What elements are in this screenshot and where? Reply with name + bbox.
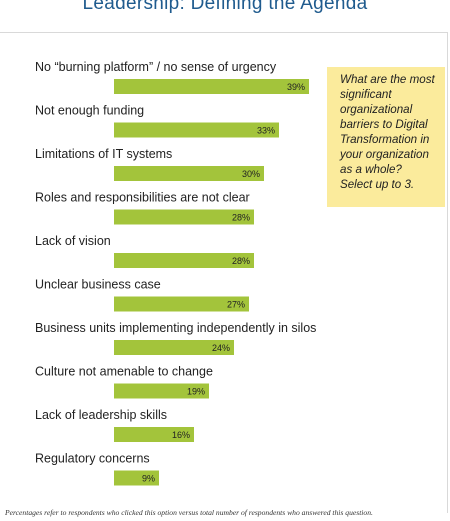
value-label: 28% [232,213,250,223]
bar [114,166,264,181]
value-label: 27% [227,300,245,310]
category-label: Lack of leadership skills [35,408,167,422]
category-label: Business units implementing independentl… [35,321,316,335]
value-label: 28% [232,256,250,266]
chart-frame [0,32,448,513]
bar [114,383,209,399]
chart-title: Leadership: Defining the Agenda [82,0,368,14]
bar [114,79,309,94]
bar [114,340,234,355]
value-label: 19% [187,387,205,397]
category-label: Roles and responsibilities are not clear [35,191,250,205]
value-label: 39% [287,82,305,92]
bar [114,427,194,442]
bar [114,296,249,312]
value-label: 9% [142,474,155,484]
value-label: 30% [242,169,260,179]
footnote: Percentages refer to respondents who cli… [5,508,373,517]
bar [114,122,279,138]
question-note: What are the most significant organizati… [327,67,445,207]
category-label: Unclear business case [35,278,161,292]
category-label: Limitations of IT systems [35,147,172,161]
bar [114,470,159,486]
value-label: 24% [212,343,230,353]
bar [114,253,254,268]
category-label: No “burning platform” / no sense of urge… [35,60,277,74]
category-label: Culture not amenable to change [35,365,213,379]
category-label: Not enough funding [35,104,144,118]
value-label: 16% [172,430,190,440]
value-label: 33% [257,126,275,136]
category-label: Lack of vision [35,234,111,248]
bar [114,209,254,225]
category-label: Regulatory concerns [35,452,150,466]
